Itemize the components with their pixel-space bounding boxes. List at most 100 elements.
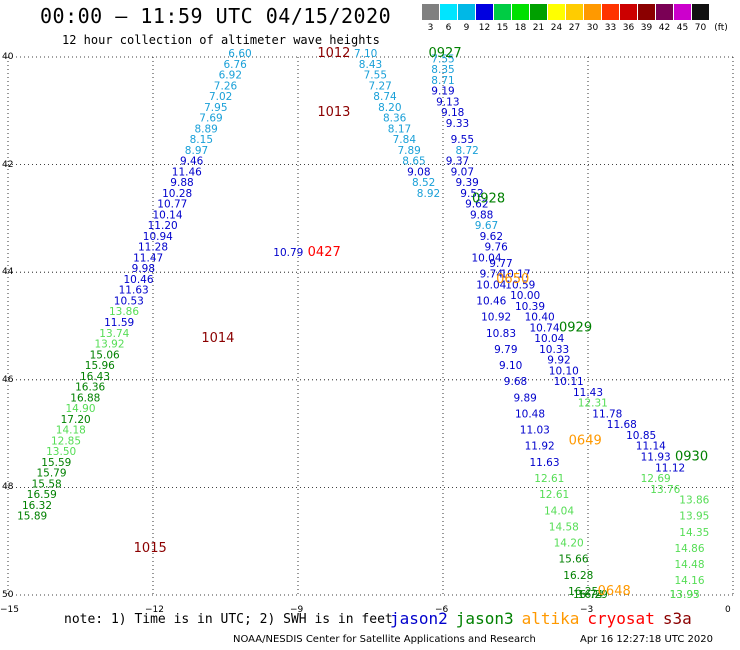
lat-label: 48: [2, 482, 14, 493]
lon-label: −9: [290, 605, 304, 615]
lat-label: 40: [2, 52, 14, 62]
wave-height-value: 17.20: [61, 414, 91, 426]
wave-height-value: 8.17: [388, 123, 411, 135]
wave-height-value: 13.95: [679, 511, 709, 523]
legend-swatch: [476, 4, 493, 20]
legend-label: 15: [496, 23, 509, 33]
wave-height-value: 7.27: [368, 80, 391, 92]
legend-label: 3: [427, 23, 434, 33]
wave-height-value: 7.55: [431, 53, 454, 65]
wave-height-value: 16.32: [22, 500, 52, 512]
map-title: 00:00 – 11:59 UTC 04/15/2020: [40, 4, 392, 28]
lat-label: 46: [2, 374, 14, 385]
wave-height-value: 14.58: [549, 521, 579, 533]
wave-height-value: 16.36: [75, 382, 105, 394]
wave-height-value: 7.55: [364, 70, 387, 82]
map-subtitle: 12 hour collection of altimeter wave hei…: [62, 33, 380, 47]
wave-height-value: 15.79: [36, 468, 66, 480]
wave-height-value: 11.14: [636, 441, 666, 453]
wave-height-value: 12.85: [51, 435, 81, 447]
pass-time-label: 0927: [429, 46, 462, 61]
wave-height-value: 14.04: [544, 505, 574, 517]
units-note: note: 1) Time is in UTC; 2) SWH is in fe…: [64, 612, 393, 627]
pass-time-label: 0649: [569, 433, 602, 448]
wave-height-value: 14.48: [674, 559, 704, 571]
wave-height-value: 9.88: [170, 177, 193, 189]
legend-swatch: [530, 4, 547, 20]
wave-height-value: 14.86: [674, 543, 704, 555]
wave-height-value: 10.39: [515, 301, 545, 313]
legend-swatch: [656, 4, 673, 20]
wave-height-value: 10.00: [510, 290, 540, 302]
wave-height-value: 10.92: [481, 312, 511, 324]
lon-label: −6: [435, 605, 449, 615]
wave-height-value: 13.86: [679, 495, 709, 507]
pass-time-label: 0930: [675, 450, 708, 465]
wave-height-value: 15.89: [17, 511, 47, 523]
wave-height-value: 10.04: [471, 252, 501, 264]
wave-height-value: 12.61: [534, 473, 564, 485]
wave-height-value: 13.74: [99, 328, 129, 340]
wave-height-value: 9.89: [513, 392, 536, 404]
wave-height-value: 7.89: [397, 145, 420, 157]
wave-height-value: 9.52: [460, 188, 483, 200]
wave-height-value: 11.63: [529, 457, 559, 469]
legend-unit: (ft): [714, 23, 728, 33]
wave-height-value: 10.10: [549, 365, 579, 377]
legend-swatch: [674, 4, 691, 20]
pass-time-label: 1015: [134, 541, 167, 556]
wave-height-value: 11.78: [592, 408, 622, 420]
pass-time-label: 1013: [317, 105, 350, 120]
wave-height-value: 10.46: [123, 274, 153, 286]
satellite-legend-item: jason3: [455, 609, 514, 628]
legend-swatch: [620, 4, 637, 20]
lat-label: 50: [2, 590, 14, 600]
wave-height-value: 10.53: [114, 295, 144, 307]
wave-height-value: 15.58: [32, 478, 62, 490]
wave-height-value: 10.48: [515, 408, 545, 420]
wave-height-value: 8.89: [194, 123, 217, 135]
wave-height-value: 10.14: [152, 209, 182, 221]
wave-height-value: 9.08: [407, 166, 430, 178]
wave-height-value: 14.35: [679, 527, 709, 539]
legend-label: 18: [514, 23, 527, 33]
wave-height-value: 8.97: [185, 145, 208, 157]
wave-height-value: 15.96: [85, 360, 115, 372]
wave-height-value: 10.17: [500, 269, 530, 281]
wave-height-value: 12.61: [539, 489, 569, 501]
wave-height-value: 8.15: [190, 134, 213, 146]
legend-label: 6: [445, 23, 452, 33]
wave-height-value: 10.04: [476, 279, 506, 291]
pass-time-label: 0648: [598, 584, 631, 599]
lat-label: 44: [2, 267, 14, 278]
legend-label: 9: [463, 23, 470, 33]
wave-height-value: 6.92: [219, 70, 242, 82]
legend-label: 39: [640, 23, 653, 33]
wave-height-value: 11.28: [138, 242, 168, 254]
pass-time-label: 0650: [496, 272, 529, 287]
legend-label: 42: [658, 23, 671, 33]
wave-height-value: 10.40: [525, 312, 555, 324]
wave-height-value: 8.52: [412, 177, 435, 189]
wave-height-value: 14.20: [554, 538, 584, 550]
wave-height-value: 10.33: [539, 344, 569, 356]
wave-height-value: 9.46: [180, 156, 204, 168]
wave-height-value: 13.76: [650, 484, 680, 496]
legend-swatch: [584, 4, 601, 20]
pass-time-label: 0427: [308, 245, 341, 260]
lon-label: −12: [145, 605, 164, 615]
wave-height-value: 10.11: [554, 376, 584, 388]
wave-height-value: 16.25: [568, 586, 598, 598]
wave-height-value: 15.06: [90, 349, 120, 361]
wave-height-value: 7.95: [204, 102, 227, 114]
wave-height-value: 9.39: [455, 177, 478, 189]
wave-height-value: 11.46: [172, 166, 202, 178]
wave-height-value: 9.76: [484, 242, 508, 254]
satellite-legend-item: altika: [521, 609, 580, 628]
legend-label: 24: [550, 23, 563, 33]
wave-height-value: 8.20: [378, 102, 401, 114]
wave-height-value: 13.86: [109, 306, 139, 318]
wave-height-value: 8.35: [431, 64, 454, 76]
legend-swatch: [566, 4, 583, 20]
